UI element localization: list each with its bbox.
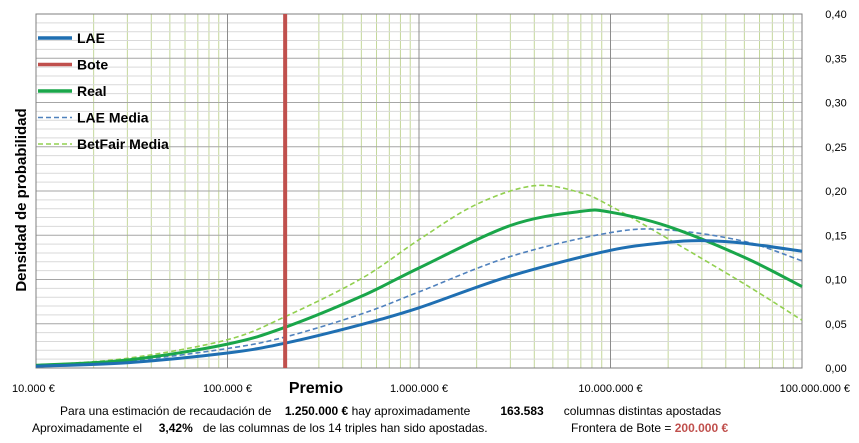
footer-text-2b: de las columnas de los 14 triples han si… [202, 421, 488, 435]
y-axis-title: Densidad de probabilidad [13, 108, 30, 291]
x-tick-label: 100.000.000 € [780, 383, 850, 395]
legend-label-lae-media: LAE Media [77, 110, 149, 126]
y-tick-label: 0,15 [825, 230, 846, 242]
footer-line-2: Aproximadamente el 3,42% de las columnas… [32, 421, 488, 435]
y-tick-label: 0,05 [825, 319, 846, 331]
x-axis-title: Premio [289, 380, 343, 397]
series-lae-line [35, 239, 803, 368]
series-lae-media-line [35, 228, 803, 367]
chart-area: 10.000 € 100.000 € 1.000.000 € 10.000.000 €… [12, 9, 850, 397]
y-tick-label: 0,10 [825, 275, 846, 287]
y-tick-label: 0,40 [825, 9, 846, 21]
y-tick-label: 0,25 [825, 142, 846, 154]
y-tick-label: 0,00 [825, 363, 846, 375]
frontera-label: Frontera de Bote = [571, 421, 672, 435]
frontera-line: Frontera de Bote = 200.000 € [571, 421, 728, 435]
legend-label-lae: LAE [77, 30, 105, 46]
x-tick-label: 10.000 € [12, 383, 55, 395]
legend-label-real: Real [77, 83, 107, 99]
series-betfair-media-line [35, 184, 803, 367]
probability-density-chart: 10.000 € 100.000 € 1.000.000 € 10.000.000 €… [12, 9, 850, 397]
footer-line-1: Para una estimación de recaudación de 1.… [60, 404, 721, 418]
footer-text-1a: Para una estimación de recaudación de [60, 404, 272, 418]
summary-footer: Para una estimación de recaudación de 1.… [0, 402, 859, 442]
columnas-value: 163.583 [500, 404, 544, 418]
y-axis-title-wrap: Densidad de probabilidad [13, 108, 30, 291]
frontera-value: 200.000 € [674, 421, 729, 435]
footer-text-2a: Aproximadamente el [32, 421, 143, 435]
series-real-line [35, 208, 803, 367]
y-tick-label: 0,35 [825, 53, 846, 65]
recaudacion-value: 1.250.000 € [284, 404, 349, 418]
x-tick-label: 1.000.000 € [390, 383, 448, 395]
legend-label-betfair-media: BetFair Media [77, 136, 169, 152]
y-tick-label: 0,30 [825, 98, 846, 110]
footer-text-1b: hay aproximadamente [351, 404, 471, 418]
footer-text-1c: columnas distintas apostadas [563, 404, 722, 418]
porcentaje-value: 3,42% [158, 421, 193, 435]
x-tick-label: 10.000.000 € [578, 383, 642, 395]
y-tick-label: 0,20 [825, 186, 846, 198]
legend-label-bote: Bote [77, 57, 108, 73]
plot-frame [35, 13, 803, 369]
x-tick-label: 100.000 € [203, 383, 252, 395]
